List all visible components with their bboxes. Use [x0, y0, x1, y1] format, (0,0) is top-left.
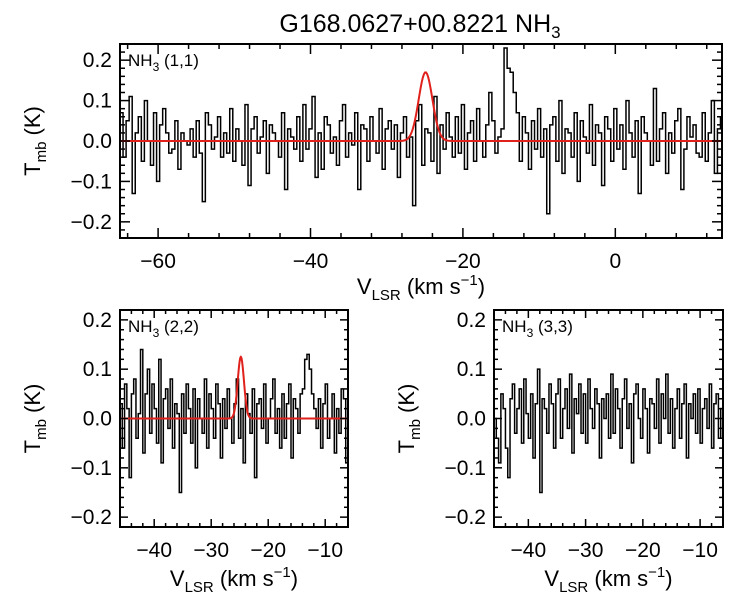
y-tick-label: −0.1 [71, 457, 112, 480]
panel-nh3-33: −40 −30 −20 −10 −0.2 −0.1 0.0 0.1 0.2 NH3 (3,3) VL… [394, 309, 724, 596]
panel-label: NH3 (3,3) [502, 317, 573, 340]
y-tick-label: −0.1 [71, 170, 112, 193]
x-tick-label: −40 [136, 539, 172, 562]
gaussian-fit-line [120, 71, 722, 142]
y-tick-label: −0.2 [71, 506, 112, 529]
y-tick-label: 0.1 [83, 90, 112, 113]
x-tick-label: 0 [609, 250, 621, 273]
x-axis-label: VLSR (km s−1) [170, 564, 298, 596]
y-axis-label: Tmb (K) [20, 384, 50, 454]
panel-label: NH3 (1,1) [128, 51, 199, 74]
x-tick-label: −20 [250, 539, 286, 562]
y-tick-label: 0.2 [457, 309, 486, 332]
y-tick-label: −0.2 [445, 506, 486, 529]
panel-nh3-11: −60 −40 −20 0 −0.2 −0.1 0.0 0.1 0.2 NH3 (1,1) VLSR… [20, 43, 723, 304]
x-tick-label: −30 [193, 539, 229, 562]
x-axis-label: VLSR (km s−1) [357, 272, 485, 304]
spectrum-histogram [494, 368, 723, 494]
y-tick-label: 0.0 [83, 130, 112, 153]
panel-label: NH3 (2,2) [128, 317, 199, 340]
x-tick-label: −10 [682, 539, 718, 562]
y-tick-label: 0.0 [83, 408, 112, 431]
x-tick-label: −20 [445, 250, 481, 273]
y-tick-label: −0.1 [445, 457, 486, 480]
y-axis-label: Tmb (K) [394, 384, 424, 454]
figure-title: G168.0627+00.8221 NH3 [279, 10, 560, 42]
y-tick-label: −0.2 [71, 211, 112, 234]
panel-nh3-22: −40 −30 −20 −10 −0.2 −0.1 0.0 0.1 0.2 NH3 (2,2) VL… [20, 309, 349, 596]
spectrum-histogram [120, 47, 722, 215]
x-tick-label: −40 [293, 250, 329, 273]
x-tick-label: −40 [511, 539, 547, 562]
x-tick-label: −30 [568, 539, 604, 562]
y-tick-label: 0.2 [83, 49, 112, 72]
x-axis-label: VLSR (km s−1) [544, 564, 672, 596]
x-tick-label: −60 [140, 250, 176, 273]
y-tick-label: 0.1 [83, 358, 112, 381]
y-tick-label: 0.2 [83, 309, 112, 332]
spectrum-histogram [120, 348, 348, 494]
y-axis-label: Tmb (K) [20, 106, 50, 176]
x-tick-label: −10 [307, 539, 343, 562]
y-tick-label: 0.0 [457, 408, 486, 431]
y-tick-label: 0.1 [457, 358, 486, 381]
x-tick-label: −20 [625, 539, 661, 562]
gaussian-fit-line [120, 355, 348, 420]
